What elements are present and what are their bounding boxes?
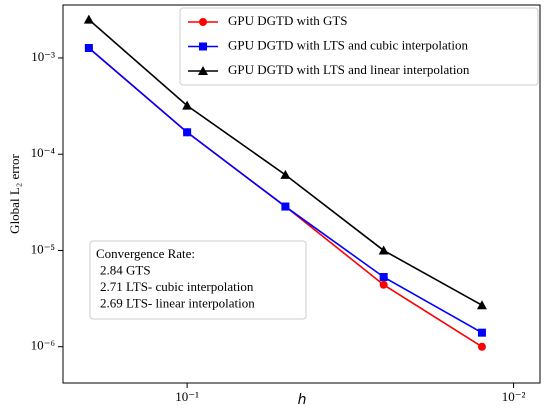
x-tick-label: 10⁻² (502, 389, 526, 404)
marker (476, 300, 487, 310)
marker (477, 328, 486, 337)
y-tick-label: 10⁻⁶ (31, 338, 55, 353)
marker (84, 43, 93, 52)
annotation-box (89, 240, 307, 320)
marker (83, 14, 94, 24)
marker (182, 100, 193, 110)
y-axis-label: Global L₂ error (7, 154, 22, 234)
legend-box (179, 7, 539, 86)
y-tick-label: 10⁻³ (31, 49, 55, 64)
annotation-text: 2.71 LTS- cubic interpolation (100, 279, 254, 294)
legend-label: GPU DGTD with LTS and cubic interpolatio… (228, 37, 468, 52)
annotation-text: Convergence Rate: (96, 246, 195, 261)
legend-label: GPU DGTD with LTS and linear interpolati… (228, 62, 470, 77)
plot-frame (62, 4, 541, 384)
x-axis-label: h (298, 392, 307, 408)
marker (378, 245, 389, 255)
legend-marker (199, 18, 207, 26)
x-tick-label: 10⁻¹ (175, 389, 199, 404)
y-tick-label: 10⁻⁵ (31, 241, 55, 256)
y-tick-label: 10⁻⁴ (31, 145, 56, 160)
legend-marker (199, 42, 207, 51)
marker (280, 169, 291, 179)
marker (379, 280, 388, 289)
marker (183, 128, 192, 137)
legend-marker (198, 66, 208, 75)
annotation-text: 2.84 GTS (100, 262, 151, 277)
marker (379, 273, 388, 282)
marker (477, 342, 486, 351)
marker (281, 202, 290, 211)
legend-label: GPU DGTD with GTS (228, 13, 348, 28)
annotation-text: 2.69 LTS- linear interpolation (100, 295, 255, 310)
